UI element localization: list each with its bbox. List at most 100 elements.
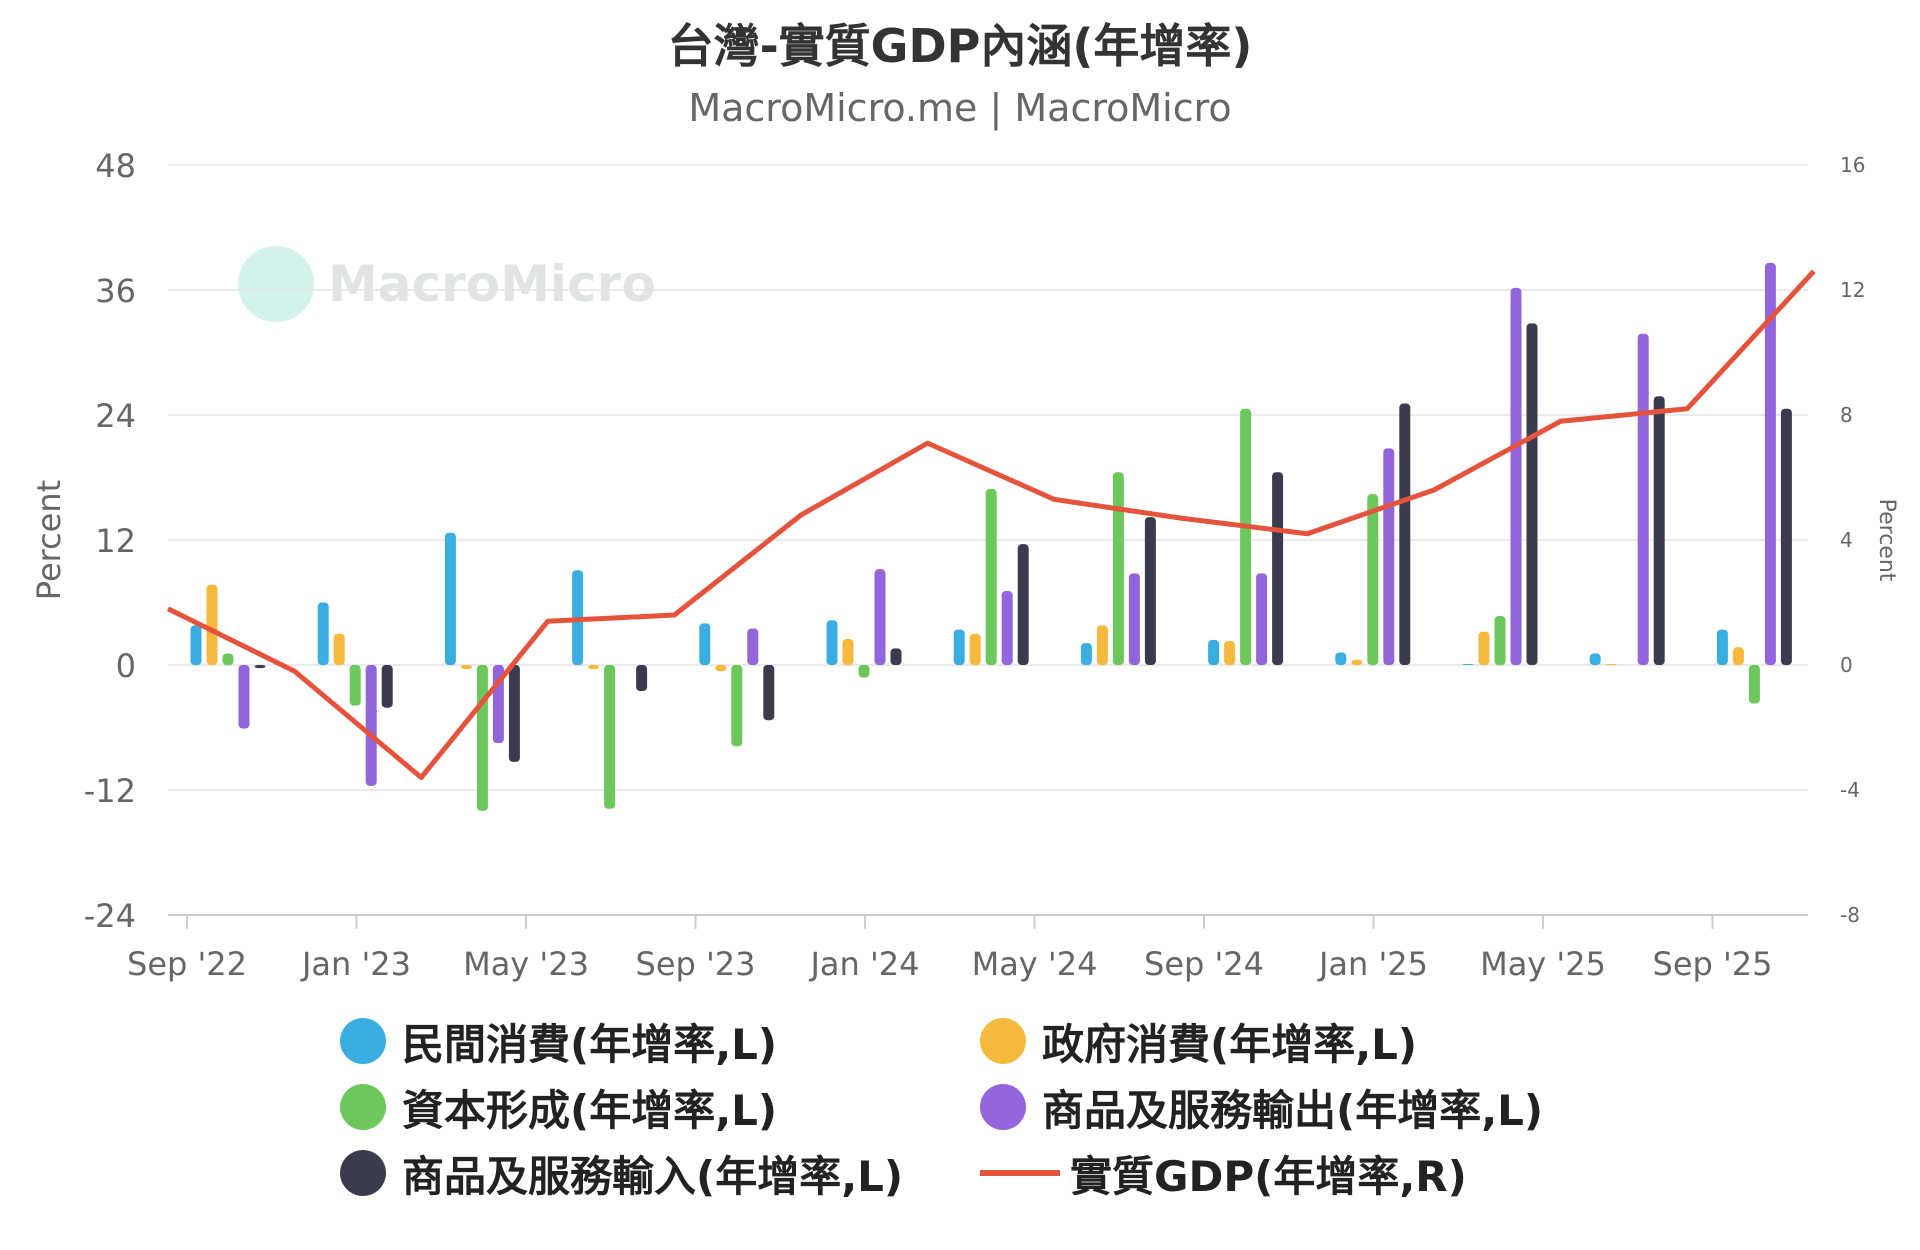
- bar: [1080, 643, 1092, 665]
- legend-item[interactable]: 實質GDP(年增率,R): [980, 1147, 1620, 1201]
- right-axis-tick-label: 16: [1840, 153, 1865, 177]
- legend-dot-swatch: [340, 1018, 386, 1064]
- bar: [1272, 472, 1284, 665]
- bar: [604, 665, 616, 809]
- bar: [763, 665, 775, 721]
- x-axis-tick-label: May '23: [463, 945, 589, 983]
- chart-svg: 48 36 24 12 0 -12 -24 16 12 8 4 0 -4 -8 Percent Percent…: [30, 147, 1899, 983]
- bar: [1716, 629, 1728, 665]
- bar: [1637, 333, 1649, 665]
- bar: [1240, 408, 1252, 665]
- bar: [1494, 616, 1506, 665]
- right-axis-tick-label: 12: [1840, 278, 1865, 302]
- legend-label: 資本形成(年增率,L): [402, 1085, 778, 1135]
- bar: [1335, 652, 1347, 665]
- right-axis-tick-label: 4: [1840, 528, 1853, 552]
- left-axis-tick-label: 24: [95, 397, 136, 435]
- legend-dot-swatch: [340, 1084, 386, 1130]
- bar: [444, 532, 456, 665]
- bar: [1001, 591, 1013, 665]
- bar: [508, 665, 520, 762]
- bar: [1764, 262, 1776, 665]
- bar: [1208, 640, 1220, 665]
- bar: [1399, 403, 1411, 665]
- bar: [365, 665, 377, 786]
- bar: [842, 638, 854, 665]
- legend-label: 商品及服務輸出(年增率,L): [1042, 1085, 1544, 1135]
- watermark: MacroMicro: [238, 246, 656, 322]
- legend: 民間消費(年增率,L) 政府消費(年增率,L) 資本形成(年增率,L) 商品及服務輸出…: [340, 1015, 1640, 1201]
- bar: [1526, 323, 1538, 665]
- bar: [1780, 408, 1792, 665]
- left-axis-tick-label: 0: [116, 647, 136, 685]
- bar: [238, 665, 250, 729]
- bar: [953, 629, 965, 665]
- bar: [317, 602, 329, 665]
- bar: [1351, 659, 1363, 665]
- bar: [826, 620, 838, 665]
- bar: [1605, 663, 1617, 665]
- bar: [1256, 573, 1268, 665]
- bar: [1462, 663, 1474, 665]
- bar: [1224, 641, 1236, 665]
- x-axis-tick-label: Sep '24: [1144, 945, 1264, 983]
- bar: [1732, 647, 1744, 665]
- bar: [349, 665, 361, 706]
- x-axis-tick-label: Sep '25: [1653, 945, 1773, 983]
- bar: [588, 665, 600, 670]
- x-axis-tick-label: Jan '24: [808, 945, 919, 983]
- bar: [222, 653, 234, 665]
- legend-item[interactable]: 商品及服務輸出(年增率,L): [980, 1081, 1620, 1135]
- legend-item[interactable]: 商品及服務輸入(年增率,L): [340, 1147, 980, 1201]
- bar: [1096, 625, 1108, 665]
- right-axis-tick-label: -8: [1840, 903, 1860, 927]
- bar: [1017, 544, 1029, 665]
- bar: [715, 665, 727, 672]
- x-axis-tick-label: May '25: [1480, 945, 1606, 983]
- left-axis-tick-label: 48: [95, 147, 136, 185]
- bar: [254, 665, 266, 669]
- chart-subtitle: MacroMicro.me | MacroMicro: [688, 86, 1232, 130]
- x-axis-tick-label: May '24: [972, 945, 1098, 983]
- bar: [969, 633, 981, 665]
- legend-dot-swatch: [340, 1150, 386, 1196]
- left-axis-tick-label: -12: [84, 772, 136, 810]
- right-axis-tick-label: 0: [1840, 653, 1853, 677]
- watermark-text: MacroMicro: [328, 255, 656, 313]
- bar: [731, 665, 743, 747]
- bar: [890, 648, 902, 665]
- left-axis-tick-label: 36: [95, 272, 136, 310]
- legend-item[interactable]: 民間消費(年增率,L): [340, 1015, 980, 1069]
- bar: [858, 665, 870, 678]
- x-axis-tick-label: Jan '25: [1317, 945, 1428, 983]
- right-axis-tick-label: 8: [1840, 403, 1853, 427]
- bar: [1112, 472, 1124, 665]
- right-axis-tick-label: -4: [1840, 778, 1860, 802]
- bar: [1383, 448, 1395, 665]
- bar: [636, 665, 648, 692]
- legend-label: 民間消費(年增率,L): [402, 1019, 778, 1069]
- left-axis-tick-label: -24: [84, 897, 136, 935]
- legend-dot-swatch: [980, 1084, 1026, 1130]
- legend-label: 實質GDP(年增率,R): [1070, 1151, 1467, 1201]
- watermark-logo-icon: [238, 246, 314, 322]
- bar: [985, 488, 997, 665]
- bar: [747, 628, 759, 665]
- bar: [699, 623, 711, 665]
- right-axis-label: Percent: [1874, 499, 1899, 582]
- bar: [1653, 396, 1665, 665]
- chart-title: 台灣-實質GDP內涵(年增率): [667, 19, 1253, 73]
- legend-item[interactable]: 政府消費(年增率,L): [980, 1015, 1620, 1069]
- left-axis-tick-label: 12: [95, 522, 136, 560]
- legend-line-swatch: [980, 1170, 1060, 1176]
- bar: [206, 584, 218, 665]
- bar: [460, 665, 472, 670]
- bar: [476, 665, 488, 811]
- bar: [190, 625, 202, 665]
- bar: [333, 633, 345, 665]
- x-axis-tick-label: Sep '22: [127, 945, 247, 983]
- legend-item[interactable]: 資本形成(年增率,L): [340, 1081, 980, 1135]
- bar: [1144, 517, 1156, 665]
- bar: [381, 665, 393, 708]
